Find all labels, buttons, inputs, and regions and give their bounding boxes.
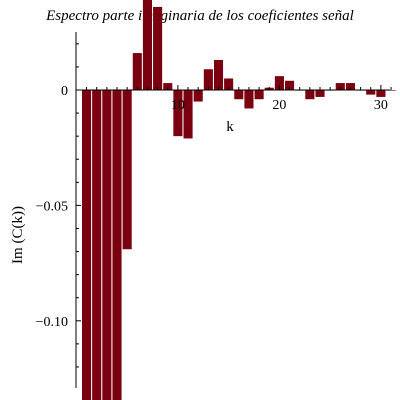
bar-k-16 [234, 90, 244, 100]
bar-k-13 [203, 69, 213, 90]
x-tick-label: 20 [272, 98, 286, 113]
bar-k-2 [92, 90, 102, 400]
bar-k-15 [224, 78, 234, 90]
bar-k-10 [173, 90, 183, 137]
bar-k-9 [163, 83, 173, 90]
bar-k-17 [244, 90, 254, 109]
x-tick-label: 30 [374, 98, 388, 113]
bar-k-6 [132, 53, 142, 90]
axes-layer: 0−0.05−0.10−0.15−0.20−0.25102030 [36, 32, 392, 388]
bar-k-20 [274, 76, 284, 90]
x-axis-label: k [226, 119, 234, 135]
y-axis-label: Im (C(k)) [10, 206, 26, 264]
bar-k-12 [193, 90, 203, 102]
bar-k-14 [213, 60, 224, 90]
bar-k-5 [122, 90, 132, 250]
y-tick-label: −0.10 [36, 315, 68, 330]
y-tick-label: −0.05 [36, 199, 68, 214]
bar-k-1 [82, 90, 92, 400]
bar-k-21 [285, 80, 295, 90]
bar-k-27 [345, 83, 355, 90]
bar-k-3 [102, 90, 112, 400]
bar-k-26 [335, 83, 345, 90]
bar-k-24 [315, 90, 325, 97]
bar-k-29 [366, 90, 376, 95]
x-tick-label: 10 [171, 98, 185, 113]
bar-k-18 [254, 90, 264, 100]
bar-k-30 [376, 90, 386, 97]
bars-layer [82, 0, 396, 400]
bar-k-8 [153, 6, 163, 90]
bar-k-23 [305, 90, 315, 100]
bar-k-31 [386, 90, 396, 91]
y-tick-label: 0 [61, 84, 68, 99]
bar-k-4 [112, 90, 122, 400]
bar-k-7 [142, 0, 152, 90]
bar-k-11 [183, 90, 193, 139]
chart-title: Espectro parte imaginaria de los coefici… [45, 8, 354, 24]
